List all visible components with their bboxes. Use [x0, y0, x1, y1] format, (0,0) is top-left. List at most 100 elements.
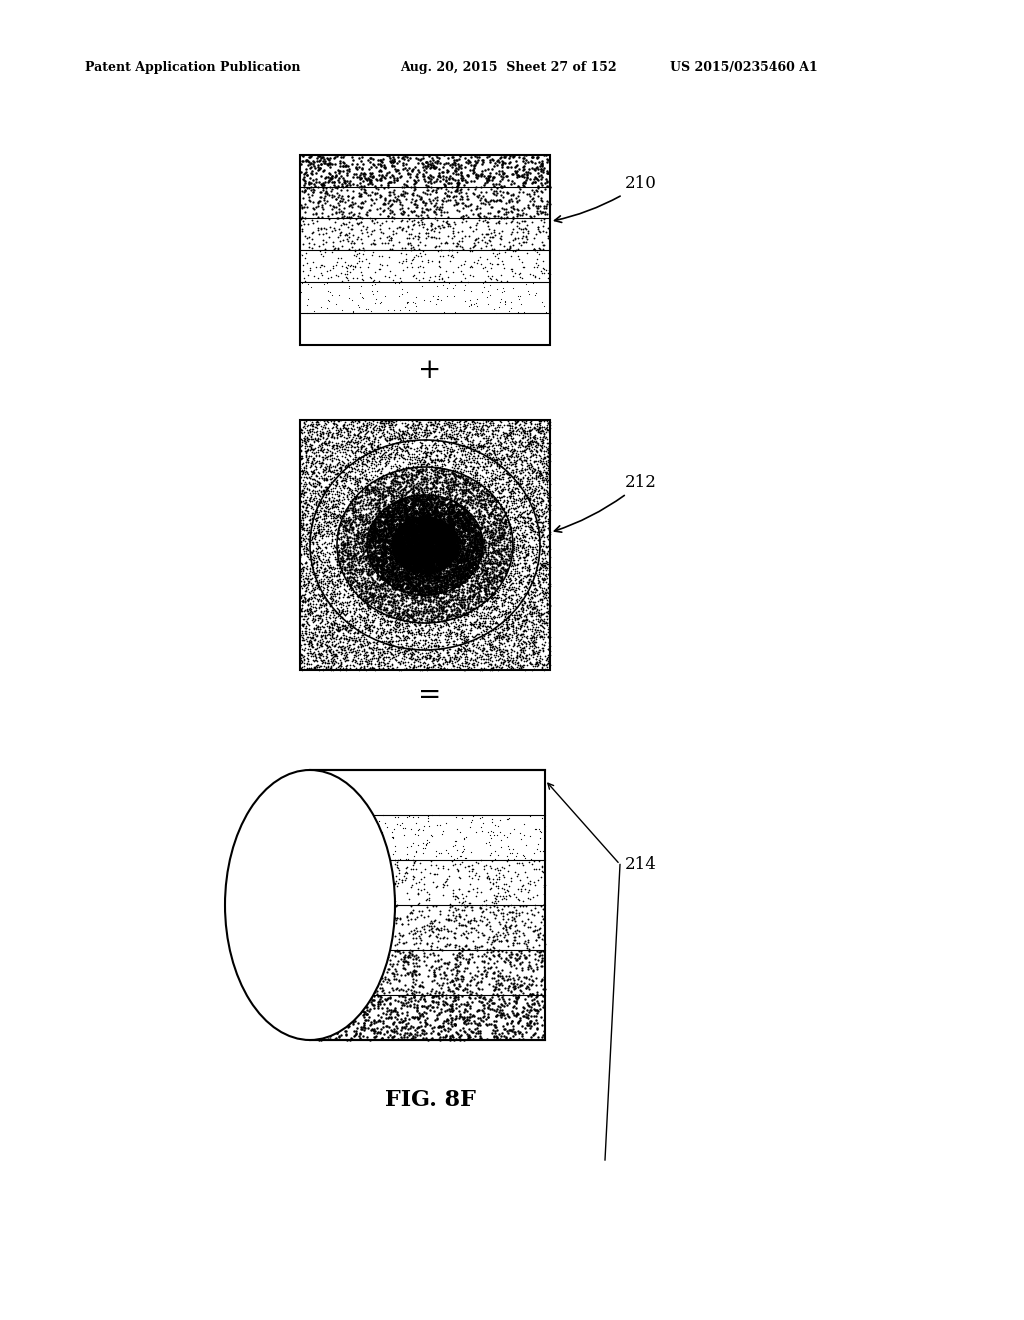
- Point: [450, 494, 466, 515]
- Point: [421, 553, 437, 574]
- Point: [467, 465, 483, 486]
- Point: [409, 578, 425, 599]
- Point: [388, 615, 404, 636]
- Point: [348, 506, 365, 527]
- Point: [374, 587, 390, 609]
- Point: [440, 589, 457, 610]
- Point: [333, 994, 349, 1015]
- Point: [379, 550, 395, 572]
- Point: [380, 504, 396, 525]
- Point: [497, 882, 513, 903]
- Point: [540, 482, 556, 503]
- Point: [441, 648, 458, 669]
- Point: [453, 561, 469, 582]
- Point: [418, 512, 434, 533]
- Point: [436, 545, 453, 566]
- Point: [297, 562, 313, 583]
- Point: [339, 206, 355, 227]
- Point: [319, 260, 336, 281]
- Point: [324, 974, 340, 995]
- Point: [429, 458, 445, 479]
- Point: [348, 525, 365, 546]
- Point: [348, 657, 365, 678]
- Point: [377, 536, 393, 557]
- Point: [415, 446, 431, 467]
- Point: [386, 466, 402, 487]
- Point: [374, 504, 390, 525]
- Point: [367, 550, 383, 572]
- Point: [467, 865, 483, 886]
- Point: [322, 441, 338, 462]
- Point: [419, 569, 435, 590]
- Point: [419, 543, 435, 564]
- Point: [364, 552, 380, 573]
- Point: [431, 631, 447, 652]
- Point: [324, 590, 340, 611]
- Point: [383, 535, 399, 556]
- Point: [472, 579, 488, 601]
- Point: [368, 952, 384, 973]
- Point: [361, 545, 378, 566]
- Point: [427, 520, 443, 541]
- Point: [419, 561, 435, 582]
- Point: [409, 587, 425, 609]
- Point: [522, 570, 539, 591]
- Point: [444, 527, 461, 548]
- Point: [497, 1005, 513, 1026]
- Point: [356, 438, 373, 459]
- Point: [423, 519, 439, 540]
- Point: [522, 632, 539, 653]
- Point: [528, 957, 545, 978]
- Point: [421, 568, 437, 589]
- Point: [324, 467, 340, 488]
- Point: [399, 635, 416, 656]
- Point: [318, 1026, 335, 1047]
- Point: [435, 553, 452, 574]
- Point: [481, 583, 498, 605]
- Point: [421, 520, 437, 541]
- Point: [310, 519, 327, 540]
- Point: [467, 548, 483, 569]
- Point: [406, 553, 422, 574]
- Point: [390, 190, 407, 211]
- Point: [501, 578, 517, 599]
- Point: [365, 525, 381, 546]
- Point: [463, 513, 479, 535]
- Point: [369, 540, 385, 561]
- Point: [306, 656, 323, 677]
- Point: [370, 482, 386, 503]
- Point: [307, 578, 324, 599]
- Point: [425, 540, 441, 561]
- Point: [455, 602, 471, 623]
- Point: [411, 964, 427, 985]
- Point: [444, 566, 461, 587]
- Point: [535, 160, 551, 181]
- Point: [377, 549, 393, 570]
- Point: [484, 529, 501, 550]
- Point: [516, 529, 532, 550]
- Point: [439, 544, 456, 565]
- Point: [381, 546, 397, 568]
- Point: [539, 558, 555, 579]
- Point: [368, 484, 384, 506]
- Point: [413, 585, 429, 606]
- Point: [319, 515, 336, 536]
- Point: [343, 573, 359, 594]
- Point: [440, 536, 457, 557]
- Point: [523, 974, 540, 995]
- Point: [473, 898, 489, 919]
- Point: [512, 546, 528, 568]
- Point: [402, 527, 419, 548]
- Point: [494, 176, 510, 197]
- Point: [294, 554, 310, 576]
- Point: [413, 550, 429, 572]
- Point: [471, 540, 487, 561]
- Point: [424, 529, 440, 550]
- Point: [371, 589, 387, 610]
- Point: [406, 535, 422, 556]
- Point: [399, 552, 416, 573]
- Point: [374, 917, 390, 939]
- Point: [530, 498, 547, 519]
- Point: [385, 516, 401, 537]
- Point: [439, 277, 456, 298]
